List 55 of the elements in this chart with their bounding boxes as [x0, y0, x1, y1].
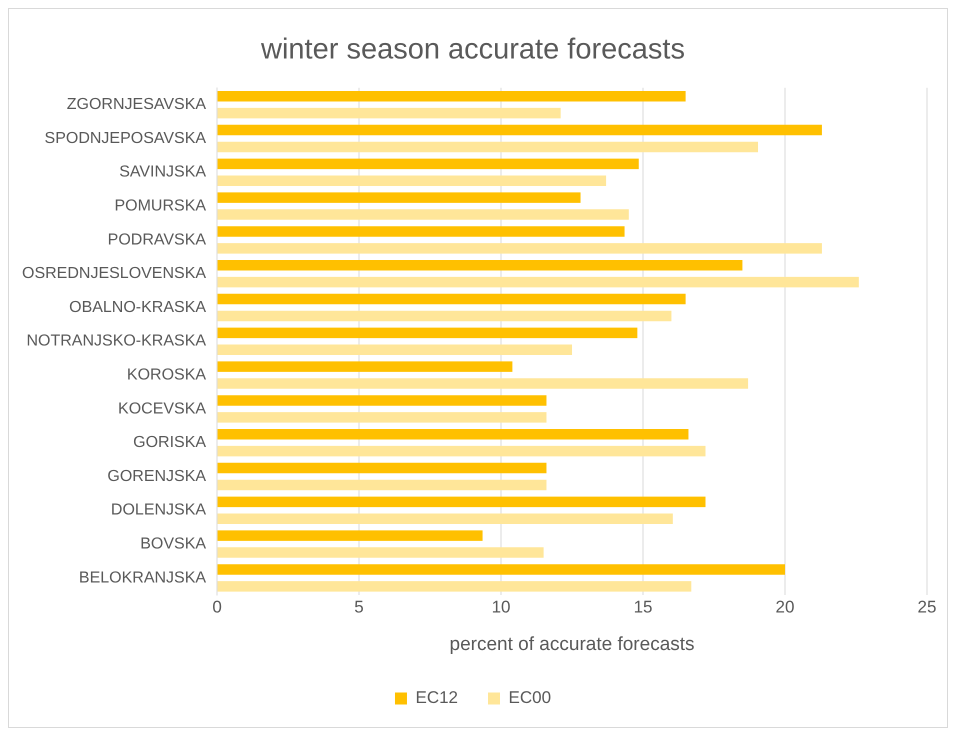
bar	[218, 328, 638, 338]
bar	[218, 192, 581, 203]
y-tick-label: PODRAVSKA	[108, 231, 206, 248]
y-tick-label: SAVINJSKA	[119, 164, 206, 181]
bar	[218, 226, 625, 237]
bar	[218, 480, 546, 490]
chart-title: winter season accurate forecasts	[260, 33, 685, 66]
bar	[218, 108, 561, 118]
y-tick-label: OBALNO-KRASKA	[69, 298, 206, 316]
x-tick-label: 25	[918, 598, 936, 617]
y-tick-label: GORISKA	[133, 434, 206, 452]
x-tick-label: 15	[634, 598, 652, 617]
x-tick-label: 0	[212, 598, 222, 617]
bar	[218, 124, 822, 136]
bar	[218, 412, 546, 423]
bar	[218, 243, 822, 254]
bar	[218, 310, 672, 322]
bar	[218, 446, 706, 456]
bar	[218, 209, 629, 220]
bar	[218, 294, 686, 304]
y-tick-label: ZGORNJESAVSKA	[66, 96, 206, 114]
y-tick-label: POMURSKA	[114, 198, 206, 215]
bar	[218, 514, 673, 524]
bar	[218, 176, 606, 186]
bar	[218, 344, 572, 355]
bar	[218, 158, 639, 170]
x-axis-title: percent of accurate forecasts	[450, 634, 695, 655]
y-tick-label: SPODNJEPOSAVSKA	[44, 130, 206, 147]
y-tick-label: DOLENJSKA	[110, 502, 206, 519]
y-tick-label: BELOKRANJSKA	[78, 569, 206, 586]
bar	[218, 496, 706, 508]
y-tick-label: GORENJSKA	[107, 468, 206, 485]
y-tick-label: BOVSKA	[140, 536, 206, 553]
x-tick-label: 20	[776, 598, 794, 617]
bar	[218, 564, 786, 575]
bar	[218, 142, 758, 152]
bar	[218, 429, 688, 440]
bar	[218, 581, 692, 592]
x-tick-label: 5	[354, 598, 364, 617]
y-tick-label: NOTRANJSKO-KRASKA	[26, 332, 206, 350]
y-tick-label: KOCEVSKA	[118, 400, 206, 418]
bar	[218, 276, 859, 288]
legend-label: EC12	[415, 688, 458, 708]
bar	[218, 91, 686, 102]
x-tick-label: 10	[492, 598, 510, 617]
legend-label: EC00	[508, 688, 552, 708]
bar	[218, 378, 748, 389]
y-tick-label: KOROSKA	[126, 366, 206, 384]
bar	[218, 260, 742, 270]
bar	[218, 547, 544, 558]
bar	[218, 462, 546, 474]
bar	[218, 395, 546, 406]
bar	[218, 361, 512, 372]
bar	[218, 530, 483, 541]
y-tick-label: OSREDNJESLOVENSKA	[22, 265, 206, 282]
